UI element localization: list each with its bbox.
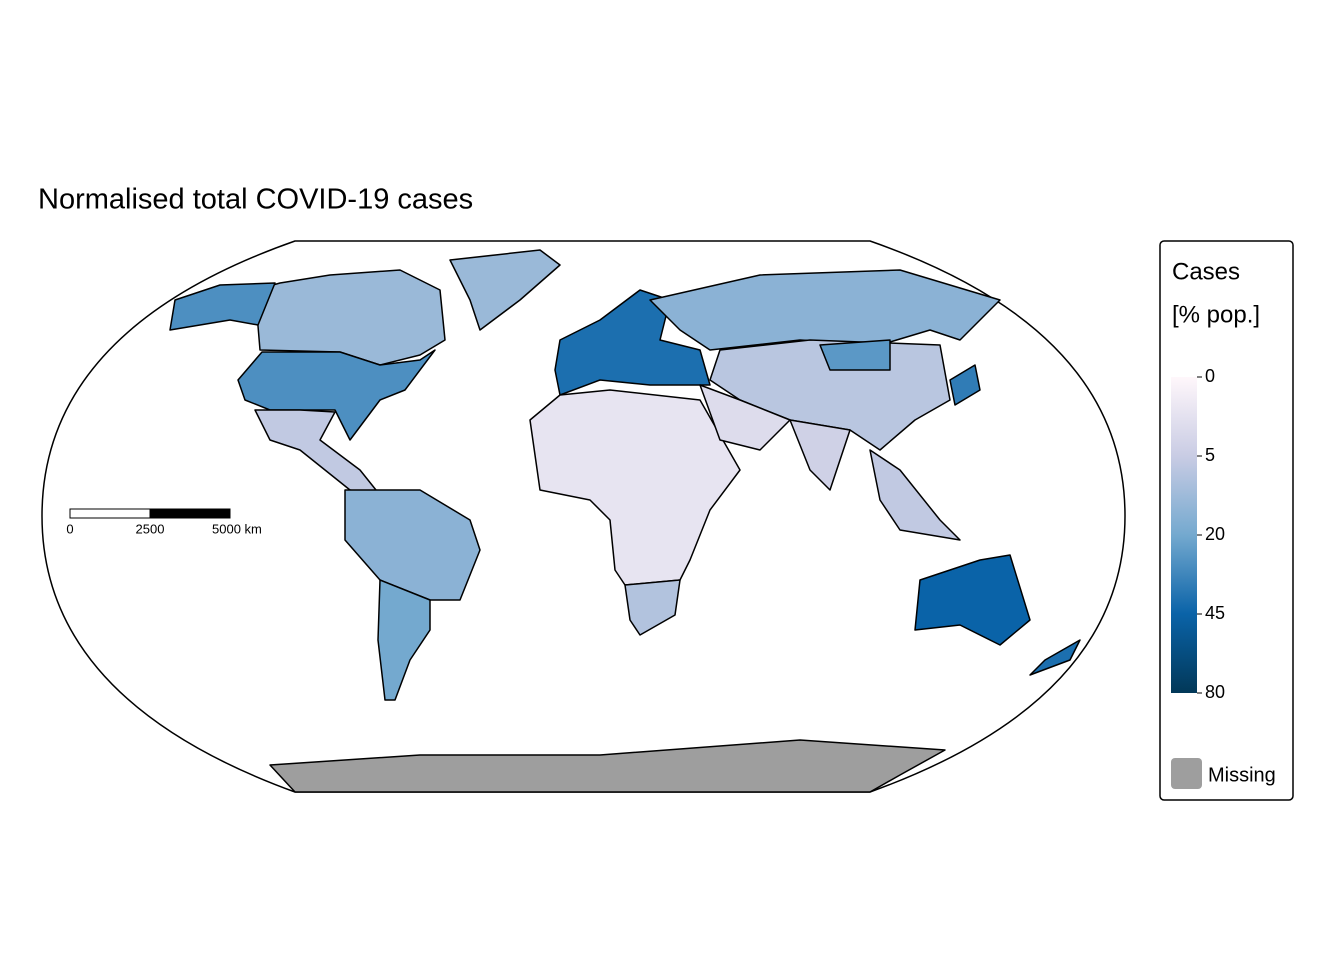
region <box>914 554 1031 646</box>
missing-label: Missing <box>1208 764 1276 786</box>
scale-bar-segment <box>69 508 151 519</box>
scale-bar-segment <box>149 508 231 519</box>
region <box>377 579 431 701</box>
region <box>624 579 681 636</box>
legend-tick-label: 5 <box>1205 445 1215 465</box>
missing-swatch <box>1171 758 1202 789</box>
region <box>819 339 891 371</box>
legend-tick-label: 45 <box>1205 603 1225 623</box>
legend-title: [% pop.] <box>1172 301 1260 328</box>
region <box>949 364 981 406</box>
region <box>649 269 1001 351</box>
scale-bar-label: 2500 <box>136 521 165 536</box>
legend-tick-label: 80 <box>1205 682 1225 702</box>
region <box>449 249 561 331</box>
scale-bar-label: 0 <box>66 521 73 536</box>
region <box>789 419 851 491</box>
region <box>699 384 791 451</box>
region <box>254 269 446 366</box>
legend-tick-label: 20 <box>1205 524 1225 544</box>
chart-title: Normalised total COVID-19 cases <box>38 184 473 216</box>
region <box>554 289 711 396</box>
region <box>254 409 381 496</box>
region <box>869 449 961 541</box>
legend: Cases [% pop.] Missing 0 5 20 45 80 <box>1159 240 1294 801</box>
scale-bar-label: 5000 km <box>212 521 262 536</box>
scale-bar: 0 2500 5000 km <box>66 508 262 536</box>
region <box>529 389 741 586</box>
legend-title: Cases <box>1172 258 1240 285</box>
region <box>169 282 436 441</box>
legend-tick-label: 0 <box>1205 366 1215 386</box>
region <box>269 739 946 793</box>
region <box>1029 639 1081 676</box>
region <box>344 489 481 601</box>
colorbar <box>1171 377 1197 693</box>
